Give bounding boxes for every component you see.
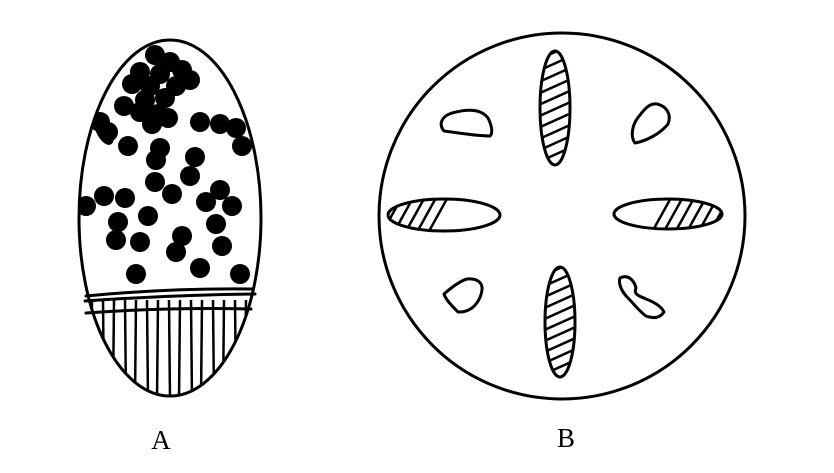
hatched-body-bottom — [543, 265, 577, 379]
granule-dot — [210, 180, 230, 200]
hatch-line — [540, 98, 570, 120]
hatched-body-right — [612, 197, 724, 231]
hatch-line — [415, 199, 438, 231]
hatch-line — [155, 300, 160, 396]
hatch-line — [89, 300, 94, 396]
granule-dot — [114, 96, 134, 116]
granule-dot — [145, 172, 165, 192]
band-middle-line — [83, 292, 257, 303]
granule-dot — [115, 188, 135, 208]
granule-dot — [146, 150, 166, 170]
hatch-line — [133, 300, 138, 396]
hatch-line — [123, 300, 128, 396]
granule-dot — [126, 264, 146, 284]
granule-dot — [79, 196, 96, 216]
granule-dot — [94, 186, 114, 206]
hatch-line — [177, 300, 182, 396]
hatch-line — [145, 300, 150, 396]
band-upper-line — [84, 287, 254, 298]
granule-dot — [190, 112, 210, 132]
granule-dot — [185, 147, 205, 167]
cell-b-outline — [377, 31, 747, 401]
granule-dot — [180, 70, 200, 90]
granule-dot — [206, 214, 226, 234]
hatch-line — [388, 199, 404, 231]
figure-a — [77, 38, 263, 398]
granule-dot — [145, 45, 165, 65]
figure-b — [377, 31, 747, 401]
vacuole-top-right — [630, 102, 671, 145]
hatch-line — [189, 300, 194, 396]
granule-dot — [118, 136, 138, 156]
granule-cluster — [79, 45, 252, 284]
granule-dot — [190, 258, 210, 278]
band-lower-line — [84, 307, 253, 315]
granule-dot — [212, 236, 232, 256]
granule-dot — [180, 166, 200, 186]
hatch-line — [540, 144, 570, 165]
granule-dot — [138, 206, 158, 226]
hatch-line — [211, 300, 216, 396]
granule-dot — [210, 114, 230, 134]
hatch-line — [199, 300, 204, 396]
granule-dot — [226, 118, 246, 138]
hatched-body-left — [386, 197, 502, 233]
granule-dot — [158, 108, 178, 128]
hatch-line — [545, 268, 575, 290]
hatch-line — [101, 300, 106, 396]
granule-dot — [172, 226, 192, 246]
hatch-line — [111, 300, 116, 396]
vacuole-bottom-right — [618, 275, 666, 320]
hatch-line — [426, 199, 450, 231]
hatch-line — [545, 312, 575, 334]
granule-blob — [94, 115, 114, 145]
label-b: B — [557, 423, 575, 453]
hatch-line — [540, 53, 570, 74]
granule-dot — [142, 114, 162, 134]
granule-dot — [166, 242, 186, 262]
granule-dot — [162, 184, 182, 204]
hatch-line — [662, 199, 685, 229]
hatch-line — [167, 300, 172, 396]
granule-dot — [106, 230, 126, 250]
hatch-line — [708, 199, 722, 229]
granule-dot — [130, 232, 150, 252]
hatch-line — [233, 300, 238, 396]
hatch-line — [545, 356, 575, 377]
vacuole-top-left — [439, 108, 494, 138]
hatched-base-region — [89, 300, 248, 396]
granule-dot — [232, 136, 252, 156]
hatch-line — [221, 300, 226, 396]
hatched-body-top — [538, 49, 572, 167]
granule-dot — [196, 192, 216, 212]
granule-dot — [108, 212, 128, 232]
hatch-line — [650, 199, 674, 229]
granule-dot — [230, 264, 250, 284]
cell-a-outline — [77, 38, 263, 398]
granule-dot — [122, 74, 142, 94]
granule-dot — [155, 88, 175, 108]
label-a: A — [151, 425, 171, 455]
granule-dot — [222, 196, 242, 216]
vacuole-bottom-left — [442, 277, 484, 314]
